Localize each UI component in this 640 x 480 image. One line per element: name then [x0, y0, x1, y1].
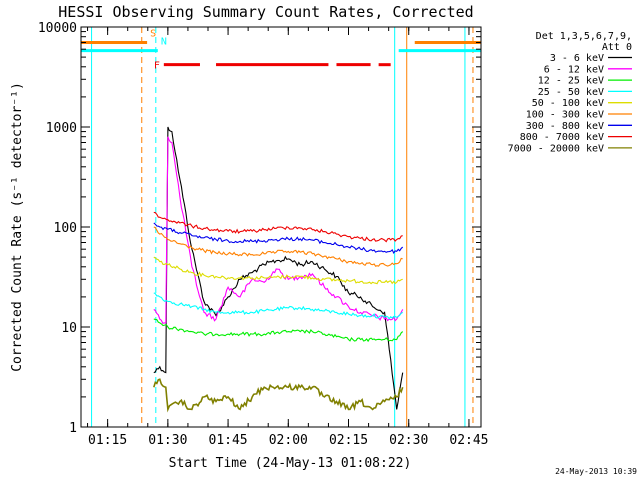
marker-label: S: [150, 28, 156, 39]
legend-label: 300 - 800 keV: [526, 121, 604, 132]
y-tick-label: 100: [54, 221, 77, 236]
legend-header: Att 0: [602, 42, 632, 53]
legend-label: 800 - 7000 keV: [520, 132, 604, 143]
series-layer: [153, 126, 404, 413]
y-tick-label: 10000: [38, 21, 77, 36]
legend-label: 12 - 25 keV: [538, 76, 604, 87]
legend-label: 6 - 12 keV: [544, 64, 604, 75]
y-tick-label: 1000: [46, 121, 77, 136]
axes: 01:15 01:30 01:45 02:00 02:15 02:30 02:45 1 10 10…: [38, 21, 489, 448]
series-line: [153, 318, 404, 343]
x-axis-label: Start Time (24-May-13 01:08:22): [169, 456, 412, 471]
legend-label: 25 - 50 keV: [538, 87, 604, 98]
state-markers: SN F: [81, 28, 481, 72]
y-tick-label: 10: [61, 321, 77, 336]
series-line: [153, 226, 403, 267]
legend-header: Det 1,3,5,6,7,9,: [536, 31, 632, 42]
series-line: [153, 378, 404, 413]
y-tick-label: 1: [69, 421, 77, 436]
x-tick-label: 01:15: [88, 433, 127, 448]
series-line: [153, 211, 403, 243]
x-tick-label: 02:30: [389, 433, 428, 448]
legend-label: 100 - 300 keV: [526, 110, 604, 121]
series-line: [153, 222, 404, 254]
x-tick-label: 01:30: [148, 433, 187, 448]
x-tick-label: 02:15: [329, 433, 368, 448]
series-line: [153, 126, 404, 410]
x-tick-label: 02:45: [449, 433, 488, 448]
chart-title: HESSI Observing Summary Count Rates, Cor…: [58, 3, 473, 21]
marker-label: N: [161, 37, 167, 48]
marker-label: F: [154, 61, 160, 72]
series-line: [153, 256, 403, 285]
x-tick-label: 01:45: [209, 433, 248, 448]
legend-label: 3 - 6 keV: [550, 53, 604, 64]
y-axis-label: Corrected Count Rate (s⁻¹ detector⁻¹): [10, 82, 25, 372]
series-line: [153, 292, 403, 320]
legend-label: 7000 - 20000 keV: [508, 143, 604, 154]
x-tick-label: 02:00: [269, 433, 308, 448]
series-line: [153, 136, 404, 324]
footer-date: 24-May-2013 10:39: [555, 467, 637, 476]
legend-label: 50 - 100 keV: [532, 98, 604, 109]
